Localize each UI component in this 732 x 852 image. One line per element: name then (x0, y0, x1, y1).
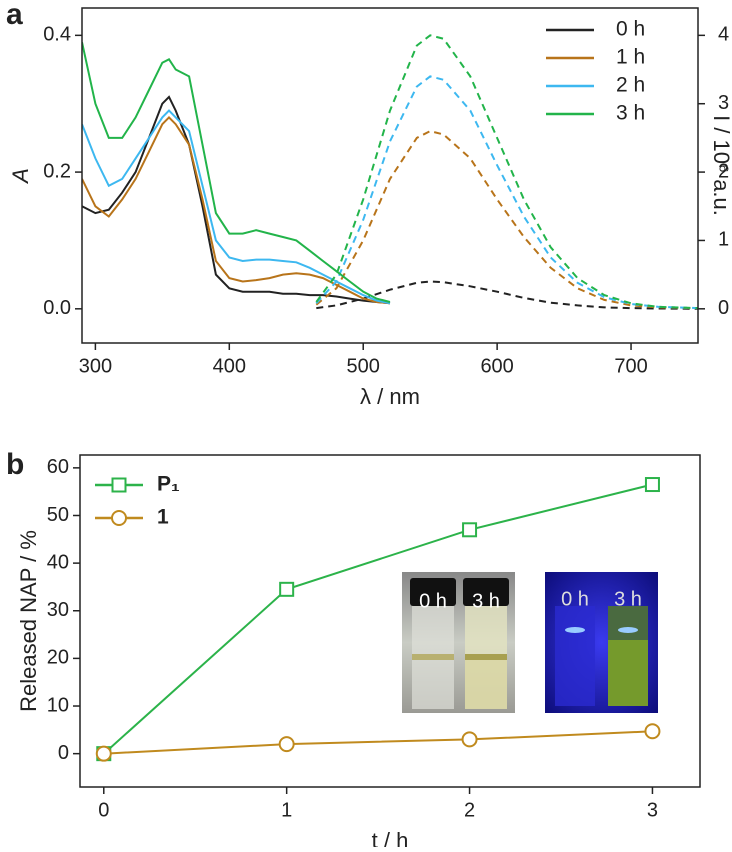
legend-label: 1 h (616, 46, 645, 69)
y-tick-label: 0.0 (43, 297, 71, 319)
photo-inset: 0 h 3 h (545, 572, 658, 713)
marker (462, 522, 478, 538)
y-tick-label: 10 (47, 694, 69, 716)
photo-label: 0 h (561, 588, 589, 610)
x-axis-label: t / h (372, 828, 409, 847)
y2-tick-label: 4 (718, 24, 729, 46)
emission-line (316, 280, 698, 310)
x-tick-label: 3 (647, 799, 658, 821)
emission-line (315, 130, 698, 310)
x-tick-label: 2 (464, 799, 475, 821)
legend-label: 2 h (616, 74, 645, 97)
x-tick-label: 600 (480, 355, 513, 377)
x-tick-label: 400 (213, 355, 246, 377)
panel-label: b (6, 448, 24, 481)
emission-line (315, 75, 698, 310)
legend-marker (111, 477, 127, 493)
plot-frame (79, 454, 701, 788)
y-tick-label: 0 (58, 742, 69, 764)
photo-label: 0 h (419, 590, 447, 612)
legend-marker (111, 510, 127, 526)
y-tick-label: 40 (47, 551, 69, 573)
x-tick-label: 500 (347, 355, 380, 377)
data-line (82, 41, 391, 303)
photo-inset: 0 h 3 h (402, 572, 515, 713)
data-line (103, 730, 653, 755)
photo-label: 3 h (472, 590, 500, 612)
x-axis-label: λ / nm (360, 384, 420, 409)
x-tick-label: 0 (98, 799, 109, 821)
panel-label: a (6, 0, 23, 31)
y2-tick-label: 2 (718, 160, 729, 182)
marker (644, 723, 661, 740)
y2-tick-label: 3 (718, 92, 729, 114)
legend-label: P₁ (157, 473, 180, 496)
y-tick-label: 0.4 (43, 24, 71, 46)
data-line (82, 95, 391, 305)
plot-frame (81, 7, 699, 344)
y-tick-label: 50 (47, 504, 69, 526)
legend-label: 3 h (616, 102, 645, 125)
emission-line (315, 34, 698, 310)
legend-label: 0 h (616, 18, 645, 41)
x-tick-label: 700 (614, 355, 647, 377)
marker (461, 731, 478, 748)
data-line (82, 115, 391, 305)
marker (279, 581, 295, 597)
data-line (103, 483, 653, 755)
y2-tick-label: 1 (718, 229, 729, 251)
y-axis-label: A (8, 168, 33, 185)
y-tick-label: 60 (47, 456, 69, 478)
y-tick-label: 20 (47, 647, 69, 669)
y-axis-label: Released NAP / % (16, 530, 41, 712)
y2-tick-label: 0 (718, 297, 729, 319)
legend-label: 1 (157, 506, 169, 529)
marker (95, 745, 112, 762)
marker (278, 736, 295, 753)
y2-axis-label: I / 10⁶ a.u. (709, 115, 732, 216)
y-tick-label: 0.2 (43, 160, 71, 182)
y-tick-label: 30 (47, 599, 69, 621)
plot: 300 400 500 600 700 0.0 0.2 0.4 0 1 2 3 4 λ / nm A I / … (8, 7, 732, 409)
x-tick-label: 300 (79, 355, 112, 377)
photo-label: 3 h (614, 588, 642, 610)
x-tick-label: 1 (281, 799, 292, 821)
marker (644, 477, 660, 493)
